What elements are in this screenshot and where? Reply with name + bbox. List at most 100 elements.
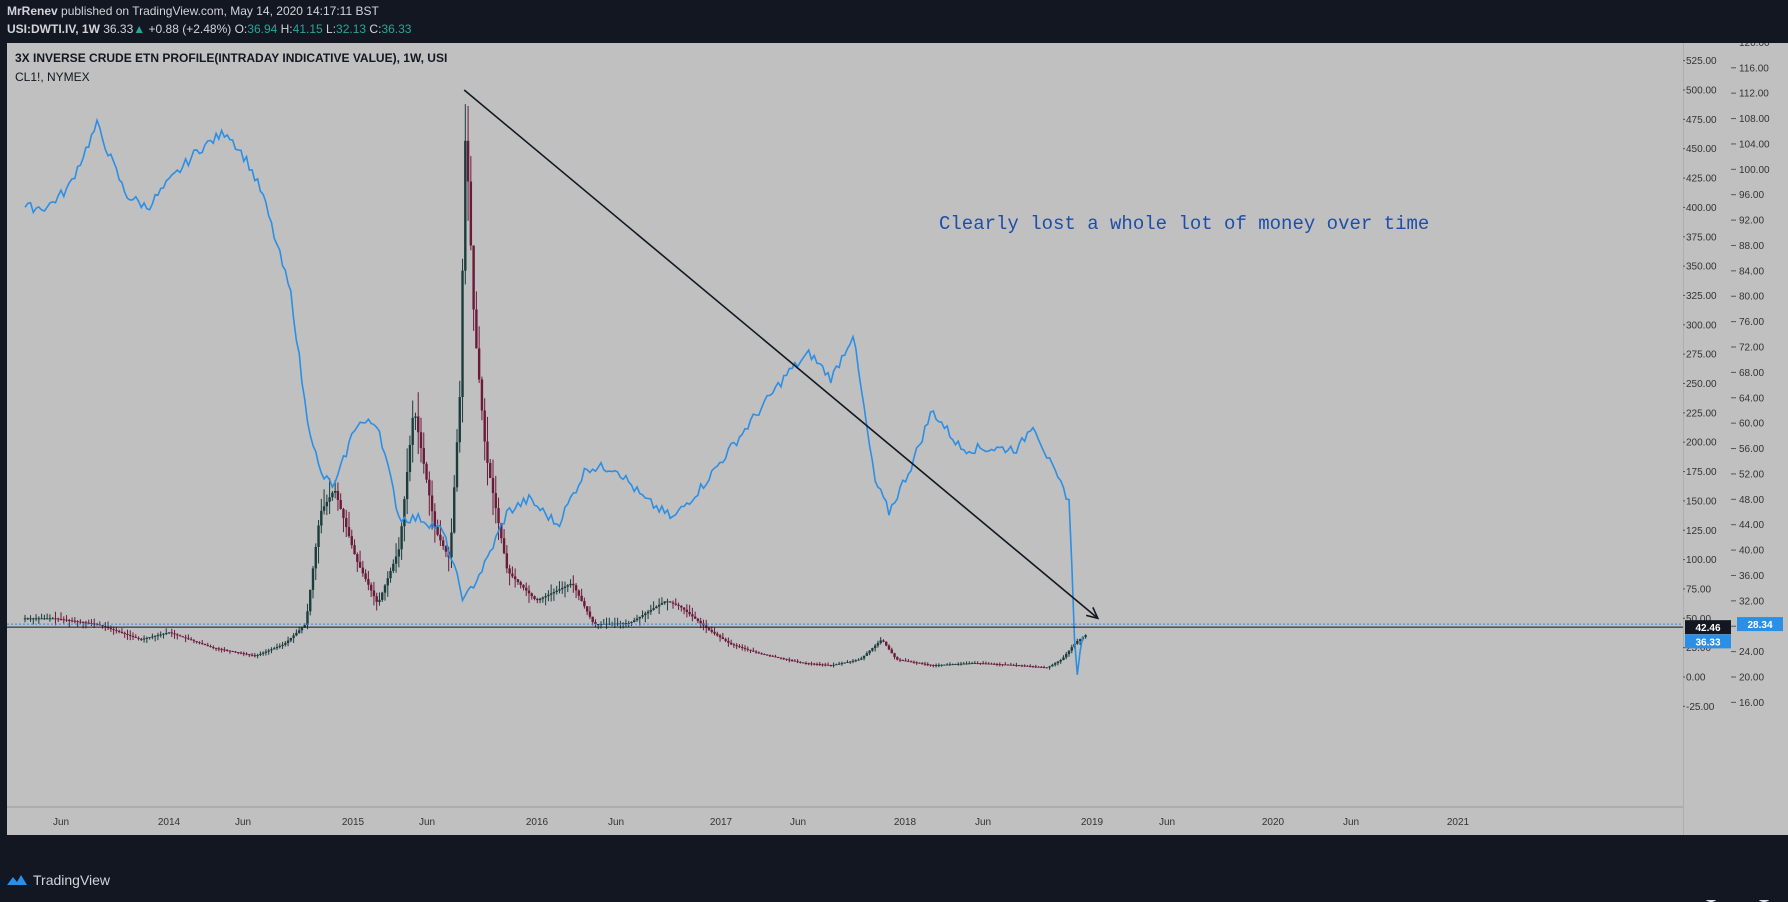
dwti-candle-body [270, 649, 273, 651]
dwti-candle-body [644, 613, 647, 616]
dwti-candle-body [353, 545, 356, 555]
dwti-candle-body [1042, 667, 1046, 669]
dwti-candle-body [774, 656, 777, 658]
dwti-candle-body [572, 583, 575, 586]
dwti-candle-body [209, 646, 212, 648]
dwti-candle-body [297, 630, 301, 633]
dwti-candle-body [306, 611, 309, 626]
high-label: H: [280, 22, 293, 36]
dwti-candle-body [37, 618, 41, 620]
dwti-candle-body [815, 663, 819, 665]
dwti-candle-body [549, 593, 553, 595]
dwti-candle-body [652, 608, 655, 610]
dwti-candle-body [461, 270, 464, 398]
right-scale-tick: 44.00 [1739, 520, 1764, 531]
dwti-candle-body [682, 607, 686, 610]
dwti-candle-body [220, 648, 223, 650]
dwti-candle-body [893, 653, 896, 658]
x-tick-label: 2015 [342, 817, 365, 828]
dwti-candle-body [350, 536, 353, 546]
dwti-candle-body [81, 621, 85, 623]
right-scale-tick: 32.00 [1739, 596, 1764, 607]
price-axis[interactable]: 120.00 116.00 112.00 108.00 104.00 100.00 96.0… [1683, 43, 1788, 902]
dwti-candle-body [397, 549, 401, 557]
dwti-candle-body [901, 660, 905, 662]
dwti-candle-body [663, 601, 666, 604]
dwti-candle-body [824, 664, 827, 666]
dwti-candle-body [57, 618, 60, 620]
text-annotation[interactable]: Clearly lost a whole lot of money over t… [939, 213, 1430, 235]
dwti-candle-body [763, 654, 766, 656]
x-tick-label: Jun [419, 817, 435, 828]
dwti-candle-body [1059, 660, 1062, 662]
dwti-candle-body [394, 556, 398, 564]
dwti-candle-body [613, 623, 617, 625]
dwti-candle-body [1023, 665, 1026, 667]
right-scale-tick: 20.00 [1739, 673, 1764, 684]
right-scale-tick: 40.00 [1739, 546, 1764, 557]
dwti-candle-body [793, 660, 797, 662]
dwti-candle-body [225, 649, 229, 651]
dwti-candle-body [957, 663, 960, 665]
main-series-legend[interactable]: 3X INVERSE CRUDE ETN PROFILE(INTRADAY IN… [15, 51, 448, 65]
dwti-candle-body [505, 553, 509, 569]
compare-series-legend[interactable]: CL1!, NYMEX [15, 70, 90, 84]
price-plot[interactable]: Jun 2014 Jun 2015 Jun 2016 Jun 2017 Jun 2018 Jun 20… [7, 43, 1683, 835]
dwti-candle-body [223, 649, 226, 651]
dwti-candle-body [195, 641, 198, 643]
right-scale-tick: 76.00 [1739, 317, 1764, 328]
dwti-candle-body [109, 628, 113, 630]
x-tick-label: 2019 [1081, 817, 1104, 828]
dwti-candle-body [245, 653, 248, 655]
dwti-candle-body [752, 650, 755, 652]
dwti-candle-body [361, 567, 365, 574]
dwti-candle-body [469, 181, 473, 246]
dwti-candle-body [624, 623, 628, 625]
dwti-candle-body [428, 479, 431, 496]
dwti-candle-body [835, 664, 838, 666]
dwti-candle-body [796, 661, 799, 663]
dwti-candle-body [948, 664, 952, 666]
dwti-candle-body [345, 518, 348, 528]
dwti-candle-body [23, 618, 27, 620]
dwti-candle-body [1034, 666, 1037, 668]
dwti-candle-body [325, 501, 329, 507]
dwti-candle-body [170, 632, 173, 634]
dwti-candle-body [253, 655, 257, 657]
tradingview-brand[interactable]: TradingView [7, 872, 110, 888]
dwti-candle-body [256, 654, 259, 656]
high-value: 41.15 [292, 22, 323, 36]
dwti-candle-body [422, 448, 425, 464]
dwti-candle-body [1053, 663, 1057, 665]
left-scale-tick: 400.00 [1686, 203, 1717, 214]
chart-pane[interactable]: Jun 2014 Jun 2015 Jun 2016 Jun 2017 Jun 2018 Jun 20… [7, 43, 1683, 835]
dwti-candle-body [707, 627, 711, 631]
dwti-candle-body [1062, 657, 1065, 661]
right-scale-tick: 112.00 [1739, 89, 1769, 100]
dwti-candle-body [1048, 666, 1051, 668]
author-name[interactable]: MrRenev [7, 4, 58, 18]
dwti-candle-body [303, 625, 306, 628]
right-scale-tick: 24.00 [1739, 647, 1764, 658]
dwti-candle-body [364, 573, 367, 580]
dwti-candle-body [1040, 666, 1043, 668]
left-scale-tick: 325.00 [1686, 291, 1717, 302]
dwti-candle-body [890, 649, 893, 654]
right-scale-tick: 120.00 [1739, 43, 1770, 49]
right-scale-tick: 84.00 [1739, 266, 1764, 277]
dwti-candle-body [671, 602, 675, 604]
dwti-candle-body [990, 663, 993, 665]
dwti-candle-body [87, 622, 90, 624]
dwti-candle-body [943, 664, 946, 666]
right-scale-tick: 104.00 [1739, 139, 1770, 150]
dwti-candle-body [1001, 664, 1004, 666]
dwti-candle-body [666, 601, 669, 603]
dwti-candle-body [1031, 666, 1035, 668]
dwti-candle-body [921, 663, 924, 665]
trend-arrow-head [1085, 607, 1100, 620]
dwti-candle-body [439, 534, 442, 541]
dwti-candle-body [231, 651, 234, 653]
dwti-candle-body [48, 618, 52, 620]
dwti-candle-body [43, 618, 46, 620]
dwti-candle-body [250, 654, 254, 656]
